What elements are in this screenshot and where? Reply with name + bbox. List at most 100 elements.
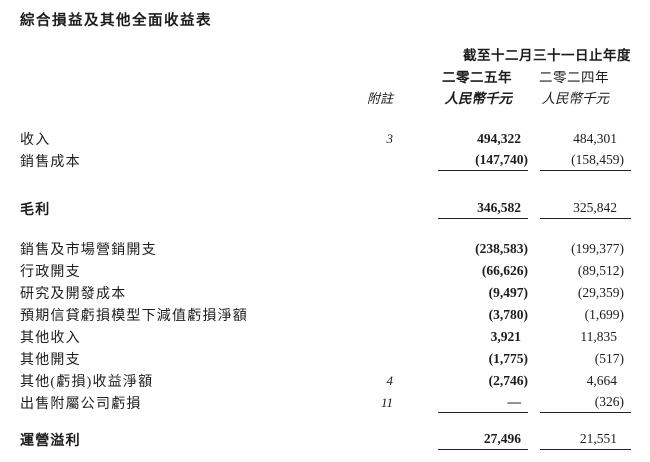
unit-header-row: 附註 人民幣千元 人民幣千元 [20, 86, 631, 108]
row-note [330, 198, 398, 220]
row-value-2024: 21,551 [528, 429, 631, 451]
row-label: 其他收入 [20, 331, 81, 346]
year-2024-header: 二零二四年 [539, 69, 609, 85]
table-body: 收入 3 494,322 484,301 銷售成本 (147,740) (158… [20, 108, 631, 451]
row-value-2024: (29,359) [528, 282, 631, 304]
year-header-row: 二零二五年 二零二四年 [20, 65, 631, 86]
row-value-2024: (158,459) [528, 150, 631, 172]
row-value-2024: (89,512) [528, 260, 631, 282]
header-spacer [20, 86, 330, 108]
spacer-row [20, 172, 631, 198]
table-row: 行政開支 (66,626) (89,512) [20, 260, 631, 282]
row-value-2025: (238,583) [398, 238, 528, 260]
row-note: 4 [386, 373, 394, 388]
table-row: 銷售成本 (147,740) (158,459) [20, 150, 631, 172]
row-value-2024: 11,835 [528, 326, 631, 348]
table-row: 其他收入 3,921 11,835 [20, 326, 631, 348]
row-value-2025: — [398, 392, 528, 414]
value-2024: (199,377) [571, 241, 624, 256]
value-2024: (158,459) [540, 151, 631, 171]
income-statement-table: 截至十二月三十一日止年度 二零二五年 二零二四年 附註 人民幣千元 人民幣千元 … [20, 42, 631, 451]
row-value-2025: (2,746) [398, 370, 528, 392]
row-label: 運營溢利 [20, 434, 81, 449]
row-label: 收入 [20, 133, 51, 148]
table-header: 截至十二月三十一日止年度 二零二五年 二零二四年 附註 人民幣千元 人民幣千元 [20, 42, 631, 108]
value-2025: — [438, 393, 528, 413]
row-note: 11 [380, 395, 393, 410]
spacer-row [20, 108, 631, 128]
row-value-2025: (3,780) [398, 304, 528, 326]
row-value-2024: 4,664 [528, 370, 631, 392]
spacer-row [20, 220, 631, 238]
table-row: 其他開支 (1,775) (517) [20, 348, 631, 370]
value-2024: (326) [540, 393, 631, 413]
value-2024: 4,664 [586, 373, 617, 388]
row-value-2025: (1,775) [398, 348, 528, 370]
row-value-2024: 325,842 [528, 198, 631, 220]
row-value-2025: 3,921 [398, 326, 528, 348]
row-label: 其他開支 [20, 353, 81, 368]
row-label: 預期信貸虧損模型下減值虧損淨額 [20, 309, 248, 324]
note-column-header: 附註 [366, 90, 393, 106]
table-row: 毛利 346,582 325,842 [20, 198, 631, 220]
period-header: 截至十二月三十一日止年度 [463, 47, 631, 63]
value-2025: (66,626) [481, 263, 528, 278]
value-2024: 484,301 [573, 131, 617, 146]
period-header-row: 截至十二月三十一日止年度 [20, 42, 631, 65]
spacer-row [20, 414, 631, 429]
row-note [330, 260, 398, 282]
row-note [330, 150, 398, 172]
year-2025-header: 二零二五年 [442, 69, 512, 85]
value-2025: (238,583) [475, 241, 528, 256]
header-spacer [20, 65, 330, 86]
table-row: 運營溢利 27,496 21,551 [20, 429, 631, 451]
value-2024: 325,842 [540, 199, 631, 219]
unit-2025-header: 人民幣千元 [444, 91, 513, 106]
row-note [330, 282, 398, 304]
table-row: 預期信貸虧損模型下減值虧損淨額 (3,780) (1,699) [20, 304, 631, 326]
value-2025: (3,780) [488, 307, 528, 322]
row-value-2024: (199,377) [528, 238, 631, 260]
header-spacer [330, 65, 398, 86]
value-2025: (147,740) [438, 151, 528, 171]
table-row: 其他(虧損)收益淨額 4 (2,746) 4,664 [20, 370, 631, 392]
row-value-2025: 494,322 [398, 128, 528, 150]
row-note [330, 238, 398, 260]
value-2024: (29,359) [577, 285, 624, 300]
row-value-2025: (66,626) [398, 260, 528, 282]
row-label: 毛利 [20, 203, 51, 218]
row-value-2025: (147,740) [398, 150, 528, 172]
row-label: 其他(虧損)收益淨額 [20, 375, 154, 390]
value-2025: (9,497) [488, 285, 528, 300]
row-label: 銷售及市場營銷開支 [20, 243, 157, 258]
value-2025: 346,582 [438, 199, 528, 219]
value-2025: 494,322 [477, 131, 521, 146]
table-row: 出售附屬公司虧損 11 — (326) [20, 392, 631, 414]
value-2024: (1,699) [584, 307, 624, 322]
value-2025: (1,775) [488, 351, 528, 366]
table-row: 銷售及市場營銷開支 (238,583) (199,377) [20, 238, 631, 260]
row-value-2024: (1,699) [528, 304, 631, 326]
row-note [330, 429, 398, 451]
value-2024: 11,835 [580, 329, 617, 344]
unit-2024-header: 人民幣千元 [541, 91, 610, 106]
row-value-2025: 27,496 [398, 429, 528, 451]
row-note [330, 304, 398, 326]
row-value-2024: 484,301 [528, 128, 631, 150]
value-2024: 21,551 [540, 430, 631, 450]
row-note [330, 348, 398, 370]
value-2025: 3,921 [490, 329, 521, 344]
table-row: 收入 3 494,322 484,301 [20, 128, 631, 150]
row-value-2025: 346,582 [398, 198, 528, 220]
row-value-2024: (517) [528, 348, 631, 370]
value-2024: (517) [594, 351, 624, 366]
value-2024: (89,512) [577, 263, 624, 278]
header-spacer [330, 42, 398, 65]
row-label: 行政開支 [20, 265, 81, 280]
row-value-2024: (326) [528, 392, 631, 414]
row-note: 3 [386, 131, 394, 146]
header-spacer [20, 42, 330, 65]
row-label: 研究及開發成本 [20, 287, 127, 302]
row-label: 銷售成本 [20, 155, 81, 170]
value-2025: (2,746) [488, 373, 528, 388]
